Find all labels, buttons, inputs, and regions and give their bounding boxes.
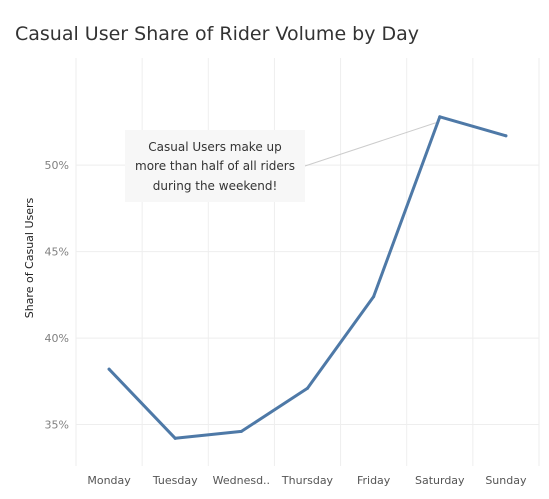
x-tick-label: Sunday: [485, 474, 527, 487]
y-tick-label: 40%: [45, 332, 69, 345]
x-tick-label: Tuesday: [152, 474, 198, 487]
data-point: [372, 295, 376, 299]
annotation: Casual Users make up more than half of a…: [125, 130, 305, 202]
x-tick-label: Monday: [87, 474, 131, 487]
data-point: [173, 436, 177, 440]
y-tick-label: 35%: [45, 419, 69, 432]
x-tick-label: Wednesd..: [213, 474, 270, 487]
annotation-connector: [304, 122, 436, 167]
series-layer: [107, 115, 508, 440]
annotation-line-2: more than half of all riders: [135, 159, 295, 173]
annotation-line-3: during the weekend!: [153, 179, 278, 193]
chart-title: Casual User Share of Rider Volume by Day: [15, 23, 419, 45]
data-point: [306, 386, 309, 390]
data-point: [438, 115, 442, 119]
data-point: [239, 429, 243, 433]
x-axis-ticks: Monday Tuesday Wednesd.. Thursday Friday Satu…: [87, 474, 527, 487]
y-tick-label: 50%: [45, 159, 69, 172]
data-point: [504, 134, 508, 138]
grid: [75, 58, 540, 466]
x-tick-label: Thursday: [281, 474, 334, 487]
data-point: [107, 367, 111, 371]
y-axis-label: Share of Casual Users: [23, 197, 36, 318]
y-axis-ticks: 35% 40% 45% 50%: [45, 159, 69, 431]
annotation-line-1: Casual Users make up: [148, 140, 282, 154]
y-tick-label: 45%: [45, 246, 69, 259]
annotation-connector-line: [304, 122, 436, 167]
annotation-box: [125, 130, 305, 202]
x-tick-label: Friday: [357, 474, 391, 487]
x-tick-label: Saturday: [415, 474, 465, 487]
